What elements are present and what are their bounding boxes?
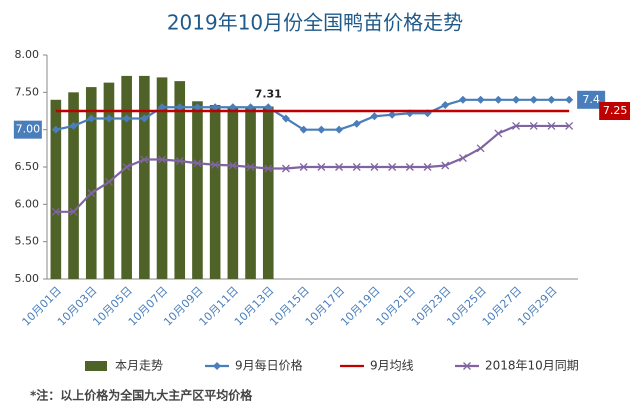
bar: [227, 106, 239, 280]
data-label: 7.00: [16, 123, 41, 136]
data-label: 7.31: [255, 88, 282, 101]
legend-label: 2018年10月同期: [485, 359, 579, 373]
bar: [121, 75, 132, 279]
marker: [441, 161, 450, 170]
marker: [69, 207, 78, 216]
marker: [405, 163, 414, 171]
marker: [140, 114, 149, 123]
marker: [370, 112, 379, 121]
marker: [69, 121, 78, 130]
marker: [335, 125, 344, 134]
marker: [317, 125, 326, 134]
bar: [192, 101, 203, 279]
data-label: 7.25: [603, 104, 628, 117]
line: [55, 98, 570, 131]
legend-label: 本月走势: [115, 359, 163, 373]
marker: [458, 154, 467, 162]
marker: [228, 161, 237, 170]
marker: [463, 362, 471, 370]
marker: [529, 95, 538, 104]
bar: [50, 99, 62, 279]
y-tick-label: 5.50: [15, 235, 40, 248]
marker: [281, 164, 290, 173]
legend-label: 9月均线: [370, 359, 414, 373]
marker: [175, 103, 184, 112]
y-tick-label: 8.00: [15, 48, 40, 61]
marker: [352, 119, 361, 128]
marker: [122, 114, 131, 123]
bar: [245, 106, 256, 280]
marker: [547, 121, 556, 130]
footnote: *注：以上价格为全国九大主产区平均价格: [30, 388, 253, 403]
marker: [264, 103, 273, 112]
marker: [140, 155, 149, 164]
bar: [68, 92, 79, 279]
marker: [352, 163, 361, 171]
marker: [51, 125, 60, 134]
marker: [476, 144, 485, 153]
marker: [104, 177, 113, 186]
data-label: 7.4: [582, 93, 600, 106]
bar: [262, 106, 274, 280]
y-tick-label: 6.00: [15, 197, 40, 210]
marker: [51, 207, 60, 216]
marker: [246, 103, 255, 112]
marker: [370, 163, 379, 171]
marker: [211, 103, 220, 112]
marker: [87, 114, 96, 123]
bar: [156, 77, 168, 280]
marker: [213, 362, 221, 370]
marker: [87, 189, 96, 198]
bar: [174, 81, 186, 279]
legend-swatch: [85, 361, 107, 371]
marker: [388, 163, 397, 171]
y-tick-label: 6.50: [15, 160, 40, 173]
marker: [547, 95, 556, 104]
marker: [281, 114, 290, 123]
marker: [494, 95, 503, 104]
marker: [104, 114, 113, 123]
x-tick-label: 10月29日: [515, 284, 560, 329]
marker: [335, 163, 344, 171]
marker: [388, 110, 397, 119]
marker: [512, 95, 521, 104]
marker: [158, 155, 167, 164]
marker: [529, 121, 538, 130]
marker: [565, 121, 574, 130]
marker: [175, 157, 184, 165]
bar: [209, 105, 221, 279]
marker: [476, 95, 485, 104]
marker: [228, 103, 237, 112]
marker: [565, 95, 574, 104]
legend-label: 9月每日价格: [235, 358, 303, 373]
marker: [211, 160, 220, 169]
bar: [85, 87, 97, 280]
marker: [441, 101, 450, 110]
marker: [158, 103, 167, 112]
marker: [299, 163, 308, 171]
y-tick-label: 7.50: [15, 85, 40, 98]
marker: [458, 95, 467, 104]
marker: [264, 164, 273, 173]
marker: [512, 121, 521, 130]
label-box: [599, 102, 630, 120]
marker: [122, 163, 131, 171]
label-box: [13, 120, 42, 139]
marker: [494, 129, 503, 138]
line: [55, 124, 570, 213]
marker: [299, 125, 308, 134]
marker: [423, 163, 432, 171]
bar: [139, 75, 150, 279]
label-box: [577, 90, 606, 109]
marker: [317, 163, 326, 171]
y-tick-label: 5.00: [15, 272, 40, 285]
marker: [193, 103, 202, 112]
marker: [246, 163, 255, 171]
chart-title: 2019年10月份全国鸭苗价格走势: [167, 11, 463, 35]
marker: [193, 159, 202, 168]
